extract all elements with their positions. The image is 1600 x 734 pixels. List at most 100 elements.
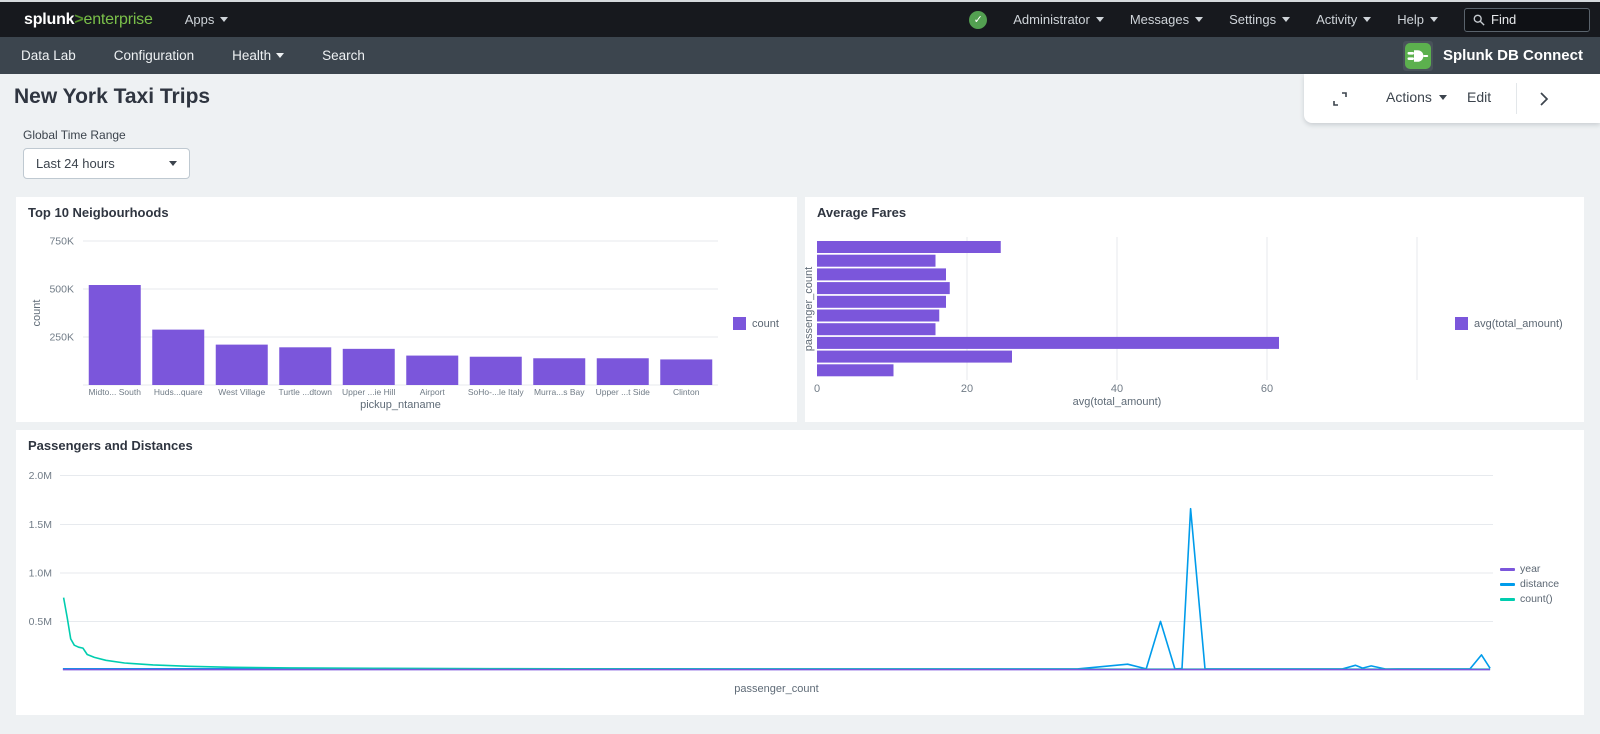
top-nav-bar: splunk>enterprise Apps ✓ Administrator M…: [0, 2, 1600, 37]
chart-panel-passengers-distances: Passengers and Distances 0.5M 1.0M 1.5M 2.0…: [16, 430, 1584, 715]
menu-settings[interactable]: Settings: [1229, 12, 1291, 27]
svg-text:West Village: West Village: [218, 387, 265, 397]
legend-label: year: [1520, 563, 1541, 575]
svg-text:Huds...quare: Huds...quare: [154, 387, 203, 397]
svg-text:avg(total_amount): avg(total_amount): [1073, 396, 1162, 408]
legend-label: avg(total_amount): [1474, 317, 1563, 330]
legend-item-avg-total-amount[interactable]: avg(total_amount): [1455, 317, 1563, 330]
svg-text:1.5M: 1.5M: [29, 519, 52, 531]
menu-activity[interactable]: Activity: [1316, 12, 1372, 27]
svg-text:Clinton: Clinton: [673, 387, 700, 397]
chart-title: Average Fares: [817, 205, 907, 220]
svg-text:Turtle ...dtown: Turtle ...dtown: [278, 387, 332, 397]
app-brand-db-connect[interactable]: Splunk DB Connect: [1402, 40, 1583, 71]
health-status-icon[interactable]: ✓: [969, 10, 988, 29]
menu-settings-label: Settings: [1229, 12, 1277, 27]
svg-text:250K: 250K: [49, 331, 74, 343]
splunk-enterprise-logo[interactable]: splunk>enterprise: [24, 11, 153, 29]
action-panel-divider: [1516, 83, 1517, 114]
page-title: New York Taxi Trips: [14, 85, 211, 108]
hbar-chart-average-fares[interactable]: 0 20 40 60 avg(total_amount) passenger_count: [805, 197, 1584, 422]
svg-text:Upper ...ie Hill: Upper ...ie Hill: [342, 387, 395, 397]
legend-swatch: [1500, 567, 1515, 571]
app-nav-bar: Data Lab Configuration Health Search: [0, 37, 1600, 74]
actions-button[interactable]: Actions: [1386, 89, 1447, 105]
menu-messages[interactable]: Messages: [1129, 12, 1204, 27]
nav-search[interactable]: Search: [322, 48, 365, 63]
svg-text:pickup_ntaname: pickup_ntaname: [360, 399, 441, 411]
legend-swatch: [1500, 582, 1515, 586]
chevron-down-icon: [1430, 17, 1438, 22]
svg-text:0: 0: [814, 383, 820, 395]
nav-health-label: Health: [232, 48, 272, 63]
svg-text:count: count: [31, 300, 43, 327]
legend-item-count[interactable]: count(): [1500, 593, 1559, 605]
legend-item-count[interactable]: count: [733, 317, 779, 330]
time-range-value: Last 24 hours: [36, 156, 115, 171]
expand-icon[interactable]: [1330, 89, 1350, 109]
svg-text:20: 20: [961, 383, 973, 395]
chevron-down-icon: [169, 161, 177, 166]
find-search-input[interactable]: Find: [1464, 7, 1590, 32]
menu-messages-label: Messages: [1129, 12, 1190, 27]
dashboard-action-panel: Actions Edit: [1304, 74, 1600, 123]
app-nav-items: Data Lab Configuration Health Search: [21, 48, 365, 63]
legend-label: count(): [1520, 593, 1553, 605]
menu-activity-label: Activity: [1316, 12, 1358, 27]
nav-data-lab[interactable]: Data Lab: [21, 48, 76, 63]
svg-text:Midto... South: Midto... South: [89, 387, 142, 397]
chart-title: Top 10 Neigbourhoods: [28, 205, 169, 220]
time-range-dropdown[interactable]: Last 24 hours: [23, 148, 190, 179]
legend-label: distance: [1520, 578, 1560, 590]
chevron-down-icon: [276, 53, 285, 58]
legend-item-distance[interactable]: distance: [1500, 578, 1559, 590]
line-chart-legend: year distance count(): [1500, 563, 1559, 605]
chevron-down-icon: [1195, 17, 1204, 22]
window-top-edge: [0, 0, 1600, 2]
svg-text:1.0M: 1.0M: [29, 567, 52, 579]
find-placeholder: Find: [1491, 12, 1517, 27]
nav-configuration[interactable]: Configuration: [114, 48, 194, 63]
edit-button-label: Edit: [1467, 89, 1492, 105]
svg-text:Murra...s Bay: Murra...s Bay: [534, 387, 585, 397]
logo-enterprise-text: enterprise: [83, 10, 153, 28]
menu-administrator[interactable]: Administrator: [1013, 12, 1104, 27]
logo-splunk-text: splunk: [24, 10, 75, 28]
bar-chart-top-neighbourhoods[interactable]: 250K 500K 750K Midto... South Huds...quare We…: [16, 197, 797, 422]
svg-text:40: 40: [1111, 383, 1123, 395]
chevron-down-icon: [220, 17, 229, 22]
legend-item-year[interactable]: year: [1500, 563, 1559, 575]
chart-panel-top-neighbourhoods: Top 10 Neigbourhoods 250K 500K 750K Midto..…: [16, 197, 797, 422]
chevron-right-icon[interactable]: [1534, 89, 1554, 109]
apps-menu[interactable]: Apps: [185, 12, 229, 27]
legend-swatch: [1500, 597, 1515, 601]
actions-button-label: Actions: [1386, 89, 1432, 105]
svg-text:500K: 500K: [49, 283, 74, 295]
legend-swatch: [1455, 317, 1468, 330]
menu-help[interactable]: Help: [1397, 12, 1438, 27]
chevron-down-icon: [1363, 17, 1372, 22]
nav-data-lab-label: Data Lab: [21, 48, 76, 63]
line-chart-passengers-distances[interactable]: 0.5M 1.0M 1.5M 2.0M passenger_count: [16, 430, 1584, 715]
svg-text:60: 60: [1261, 383, 1273, 395]
nav-health[interactable]: Health: [232, 48, 285, 63]
apps-menu-label: Apps: [184, 12, 215, 27]
chart-panel-average-fares: Average Fares 0 20 40 60 avg(total_amount) pa…: [805, 197, 1584, 422]
edit-button[interactable]: Edit: [1467, 89, 1491, 105]
legend-swatch: [733, 317, 746, 330]
svg-text:passenger_count: passenger_count: [734, 683, 818, 695]
svg-text:SoHo-...le Italy: SoHo-...le Italy: [468, 387, 524, 397]
svg-text:passenger_count: passenger_count: [805, 267, 815, 351]
nav-configuration-label: Configuration: [113, 48, 195, 63]
menu-administrator-label: Administrator: [1013, 12, 1090, 27]
svg-text:Upper ...t Side: Upper ...t Side: [596, 387, 651, 397]
chevron-down-icon: [1095, 17, 1104, 22]
chart-title: Passengers and Distances: [28, 438, 193, 453]
chevron-down-icon: [1282, 17, 1291, 22]
app-brand-name: Splunk DB Connect: [1442, 47, 1583, 64]
logo-separator: >: [74, 10, 84, 28]
top-nav-right: ✓ Administrator Messages Settings Activi…: [969, 7, 1590, 32]
search-icon: [1473, 14, 1485, 26]
svg-text:0.5M: 0.5M: [29, 616, 52, 628]
